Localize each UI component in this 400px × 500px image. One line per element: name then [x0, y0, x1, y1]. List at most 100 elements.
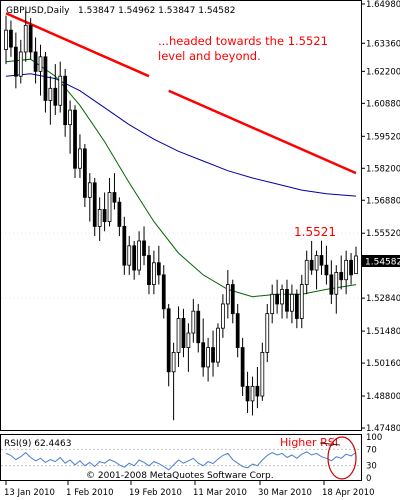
candle-body — [250, 385, 255, 402]
chart-ohlc: 1.53847 1.54962 1.53847 1.54582 — [78, 6, 235, 16]
candle-body — [344, 259, 349, 281]
candle-body — [33, 51, 38, 72]
candle-body — [260, 352, 265, 397]
trendline-segment — [5, 12, 150, 78]
candle-body — [240, 347, 245, 387]
candle-body — [211, 347, 215, 363]
candle-body — [28, 24, 33, 53]
x-tick-label: 19 Feb 2010 — [129, 488, 182, 498]
candle-body — [216, 327, 220, 363]
candle-body — [230, 284, 235, 315]
note-line-2: level and beyond. — [158, 49, 261, 63]
y-tick-label: 1.60880 — [366, 99, 400, 109]
x-axis: 13 Jan 2010 1 Feb 2010 19 Feb 2010 11 Mar 2… — [4, 481, 375, 498]
candle-body — [127, 245, 132, 266]
candle-body — [53, 87, 58, 106]
y-tick-label: 1.63360 — [366, 39, 400, 49]
candle-body — [122, 226, 127, 266]
y-tick-label: 1.58200 — [366, 164, 400, 174]
candle-body — [324, 264, 329, 276]
candle-body — [107, 192, 112, 222]
current-price-box — [362, 255, 400, 267]
candle-body — [275, 293, 280, 305]
current-price-label: 1.54582 — [365, 258, 400, 268]
level-label: 1.5521 — [294, 225, 336, 239]
candle-body — [117, 201, 122, 227]
candle-body — [171, 352, 176, 373]
candle-body — [161, 274, 166, 310]
candle-body — [329, 274, 334, 295]
candle-body — [23, 24, 28, 53]
candle-body — [92, 182, 97, 227]
candle-body — [87, 182, 92, 198]
candle-body — [285, 289, 289, 312]
candle-body — [339, 272, 344, 281]
candle-body — [334, 272, 339, 295]
y-tick-label: 1.52840 — [366, 294, 400, 304]
candle-body — [4, 29, 8, 50]
candle-body — [196, 310, 201, 344]
y-tick-label: 1.47480 — [366, 424, 400, 434]
candle-body — [294, 293, 299, 319]
y-tick-label: 1.62200 — [366, 67, 400, 77]
candle-body — [166, 308, 171, 373]
y-tick-label: 1.50160 — [366, 359, 400, 369]
candle-body — [270, 293, 275, 315]
candle-body — [112, 192, 117, 203]
candle-body — [63, 75, 68, 126]
main-panel-frame — [0, 0, 362, 431]
rsi-note-pointer — [319, 442, 341, 446]
x-tick-label: 13 Jan 2010 — [4, 488, 55, 498]
rsi-tick-label: 70 — [366, 445, 377, 455]
candle-body — [299, 284, 304, 319]
candle-body — [9, 29, 13, 48]
candles — [4, 10, 358, 421]
candle-body — [82, 148, 87, 198]
candle-body — [43, 56, 48, 101]
candle-body — [290, 293, 294, 312]
candle-body — [206, 347, 210, 368]
x-tick-label: 11 Mar 2010 — [193, 488, 247, 498]
candle-body — [221, 303, 225, 329]
candle-body — [152, 262, 156, 285]
x-tick-label: 1 Feb 2010 — [66, 488, 114, 498]
candle-body — [181, 318, 186, 348]
rsi-tick-label: 30 — [366, 462, 377, 472]
rsi-series — [5, 451, 357, 471]
y-tick-label: 1.59520 — [366, 132, 400, 142]
candle-body — [13, 46, 18, 77]
rsi-highlight-circle — [327, 436, 357, 480]
candle-body — [255, 385, 260, 397]
candle-body — [309, 259, 314, 271]
trendline — [5, 12, 357, 175]
candle-body — [280, 289, 284, 305]
candle-body — [304, 259, 309, 285]
x-tick-label: 30 Mar 2010 — [258, 488, 312, 498]
y-tick-label: 1.51480 — [366, 327, 400, 337]
note-line-1: ...headed towards the 1.5521 — [158, 34, 328, 48]
y-tick-label: 1.56880 — [366, 196, 400, 206]
candle-body — [235, 313, 240, 348]
candle-body — [319, 255, 324, 266]
candle-body — [97, 209, 102, 227]
candle-body — [38, 56, 43, 72]
candle-body — [186, 332, 191, 348]
rsi-tick-label: 100 — [366, 433, 382, 443]
candle-body — [132, 245, 137, 271]
candle-body — [201, 342, 206, 368]
candle-body — [191, 310, 196, 334]
candle-body — [225, 284, 230, 305]
candle-body — [349, 259, 353, 276]
candle-body — [137, 240, 141, 271]
candle-body — [147, 255, 151, 285]
y-tick-label: 1.48800 — [366, 392, 400, 402]
chart-symbol: GBPUSD,Daily — [6, 6, 70, 16]
rsi-level-lines: 100 70 30 0 — [1, 433, 382, 484]
copyright: © 2001-2008 MetaQuotes Software Corp. — [86, 471, 274, 481]
candle-body — [18, 51, 23, 77]
y-tick-label: 1.64980 — [366, 0, 400, 10]
rsi-tick-label: 0 — [366, 474, 371, 484]
candle-body — [48, 87, 53, 101]
trendline-segment — [168, 89, 357, 175]
